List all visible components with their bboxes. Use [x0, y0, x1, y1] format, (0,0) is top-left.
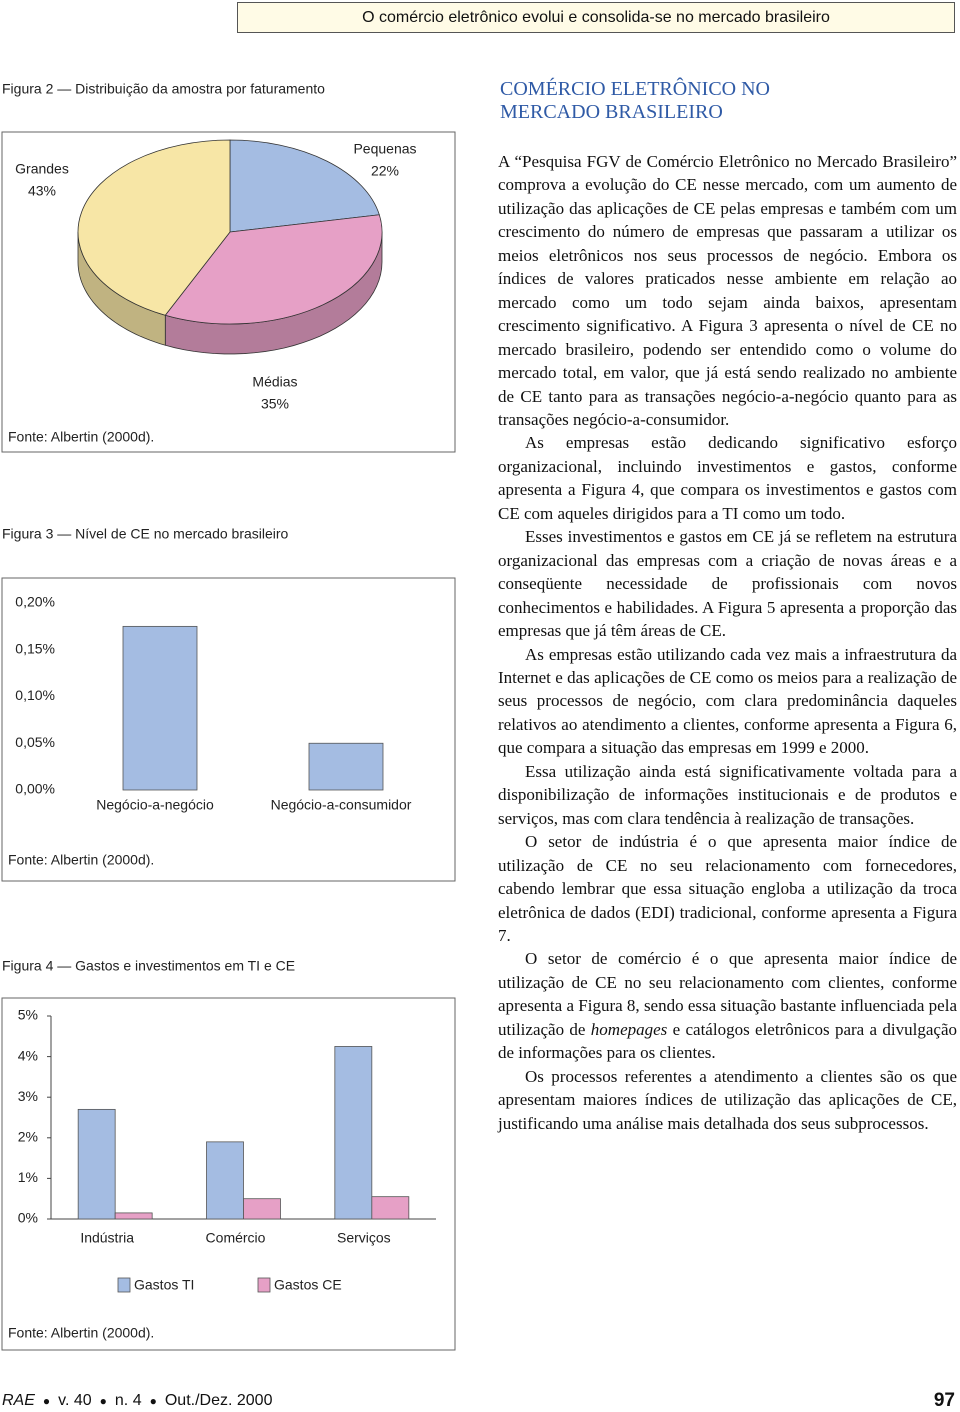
pie-slice — [164, 214, 383, 325]
bar — [206, 1141, 244, 1220]
paragraph: As empresas estão dedicando significativ… — [498, 433, 957, 523]
legend-swatch — [257, 1277, 271, 1293]
bar — [114, 1212, 153, 1220]
y-tick-label: 0,15% — [15, 640, 55, 656]
paragraph: Essa utilização ainda está significativa… — [498, 761, 957, 828]
figure-source: Fonte: Albertin (2000d). — [8, 1325, 154, 1341]
pie-value-label: 43% — [28, 183, 56, 199]
separator: ● — [149, 1394, 157, 1408]
volume: v. 40 — [58, 1392, 92, 1409]
y-tick-label: 0,10% — [15, 687, 55, 703]
pie-slice — [229, 139, 380, 233]
paragraph: As empresas estão utilizando cada vez ma… — [498, 644, 957, 758]
date: Out./Dez. 2000 — [164, 1392, 273, 1409]
figure-source: Fonte: Albertin (2000d). — [8, 852, 154, 868]
x-tick-label: Negócio-a-negócio — [96, 797, 214, 813]
legend-swatch — [117, 1277, 131, 1293]
pie-value-label: 22% — [371, 163, 399, 179]
pie-slice — [77, 139, 231, 316]
separator: ● — [99, 1394, 107, 1408]
emphasis: homepages — [590, 1019, 668, 1039]
x-tick-label: Negócio-a-consumidor — [271, 797, 412, 813]
legend-label: Gastos TI — [134, 1277, 194, 1293]
bar — [308, 742, 384, 791]
paragraph: Esses investimentos e gastos em CE já se… — [498, 527, 957, 641]
y-tick-label: 0,20% — [15, 594, 55, 610]
bar — [371, 1196, 410, 1220]
paragraph: O setor de indústria é o que apresenta m… — [498, 832, 957, 945]
y-tick-label: 5% — [18, 1007, 38, 1023]
footer: RAE ● v. 40 ● n. 4 ● Out./Dez. 2000 97 — [2, 1390, 955, 1412]
y-tick-label: 0,05% — [15, 734, 55, 750]
page-number: 97 — [933, 1390, 955, 1411]
running-title: O comércio eletrônico evolui e consolida… — [237, 2, 955, 33]
separator: ● — [42, 1394, 51, 1408]
bar — [122, 625, 198, 791]
bar — [334, 1046, 373, 1220]
y-tick-label: 4% — [18, 1047, 38, 1063]
y-tick-label: 0% — [18, 1210, 38, 1226]
figure-title: Figura 3 — Nível de CE no mercado brasil… — [2, 526, 289, 542]
y-tick-label: 0,00% — [15, 781, 55, 797]
issue: n. 4 — [114, 1392, 142, 1409]
bar — [77, 1108, 116, 1220]
text: O setor de comércio é o que apresenta ma… — [498, 949, 957, 1039]
x-tick-label: Indústria — [80, 1230, 134, 1246]
y-tick-label: 1% — [18, 1169, 38, 1185]
paragraph: O setor de comércio é o que apresenta ma… — [498, 947, 957, 1064]
figure-title: Figura 2 — Distribuição da amostra por f… — [2, 81, 325, 97]
figure-title: Figura 4 — Gastos e investimentos em TI … — [2, 958, 295, 974]
pie-label: Pequenas — [353, 141, 416, 157]
figure-frame — [1, 997, 456, 1351]
legend-label: Gastos CE — [274, 1277, 342, 1293]
x-tick-label: Comércio — [206, 1230, 266, 1246]
figure-frame — [1, 131, 456, 453]
paragraph: Os processos referentes a atendimento a … — [498, 1066, 957, 1133]
section-heading: COMÉRCIO ELETRÔNICO NO MERCADO BRASILEIR… — [500, 78, 770, 123]
text: e catálogos eletrônicos para a divulgaçã… — [498, 1019, 957, 1063]
figure-source: Fonte: Albertin (2000d). — [8, 429, 154, 445]
bar — [243, 1198, 281, 1220]
journal: RAE — [2, 1392, 35, 1409]
pie-value-label: 35% — [261, 396, 289, 412]
y-tick-label: 2% — [18, 1129, 38, 1145]
y-tick-label: 3% — [18, 1088, 38, 1104]
article-body: A “Pesquisa FGV de Comércio Eletrônico n… — [498, 150, 957, 1135]
x-tick-label: Serviços — [337, 1230, 391, 1246]
pie-label: Médias — [252, 374, 297, 390]
figure-frame — [1, 577, 456, 882]
figures: Figura 2 — Distribuição da amostra por f… — [1, 81, 456, 1351]
pie-label: Grandes — [15, 161, 69, 177]
paragraph: A “Pesquisa FGV de Comércio Eletrônico n… — [498, 152, 957, 429]
